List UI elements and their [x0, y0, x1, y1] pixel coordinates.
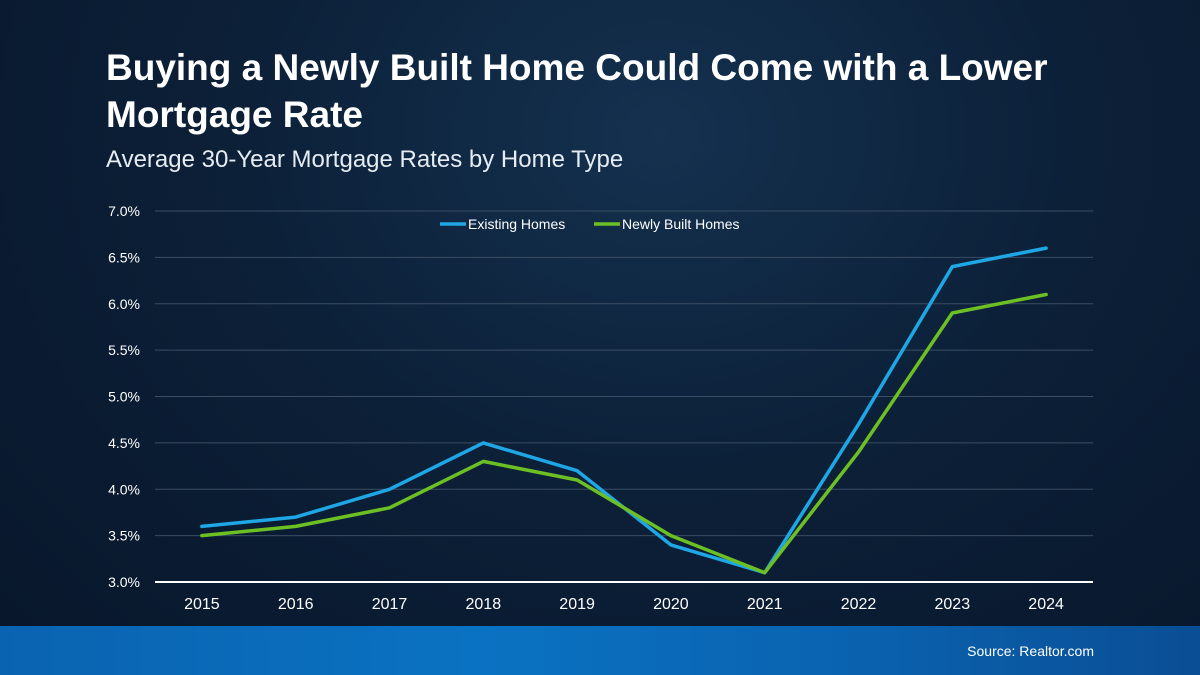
x-tick-label: 2015 [184, 596, 220, 613]
x-tick-label: 2019 [559, 596, 595, 613]
x-tick-label: 2023 [935, 596, 971, 613]
series-line-newly-built-homes [200, 292, 1048, 575]
gridlines [155, 210, 1093, 583]
y-tick-label: 4.5% [108, 435, 140, 451]
y-tick-label: 5.0% [108, 389, 140, 405]
chart-legend: Existing Homes Newly Built Homes [440, 216, 739, 232]
x-tick-label: 2016 [278, 596, 314, 613]
x-tick-label: 2022 [841, 596, 877, 613]
y-tick-label: 6.5% [108, 249, 140, 265]
y-tick-label: 3.0% [108, 574, 140, 590]
y-axis-ticks: 3.0% 3.5% 4.0% 4.5% 5.0% 5.5% 6.0% 6.5% 7.0% [108, 203, 140, 590]
x-tick-label: 2024 [1028, 596, 1064, 613]
x-tick-label: 2018 [466, 596, 502, 613]
x-tick-label: 2021 [747, 596, 783, 613]
footer-bar: Source: Realtor.com [0, 626, 1200, 675]
legend-item-existing-homes: Existing Homes [440, 216, 565, 232]
page-subtitle: Average 30-Year Mortgage Rates by Home T… [106, 146, 624, 173]
legend-item-newly-built-homes: Newly Built Homes [594, 216, 739, 232]
page-title: Buying a Newly Built Home Could Come wit… [106, 47, 1048, 135]
source-credit: Source: Realtor.com [967, 643, 1094, 659]
line-chart: 3.0% 3.5% 4.0% 4.5% 5.0% 5.5% 6.0% 6.5% 7.0% 201… [108, 203, 1093, 613]
legend-label: Newly Built Homes [622, 216, 739, 232]
y-tick-label: 6.0% [108, 296, 140, 312]
x-axis-ticks: 2015 2016 2017 2018 2019 2020 2021 2022 2023 2024 [184, 596, 1064, 613]
y-tick-label: 4.0% [108, 481, 140, 497]
y-tick-label: 5.5% [108, 342, 140, 358]
x-tick-label: 2020 [653, 596, 689, 613]
series-lines [200, 246, 1048, 575]
series-line-existing-homes [200, 246, 1048, 575]
y-tick-label: 7.0% [108, 203, 140, 219]
x-tick-label: 2017 [372, 596, 408, 613]
legend-label: Existing Homes [468, 216, 565, 232]
y-tick-label: 3.5% [108, 528, 140, 544]
